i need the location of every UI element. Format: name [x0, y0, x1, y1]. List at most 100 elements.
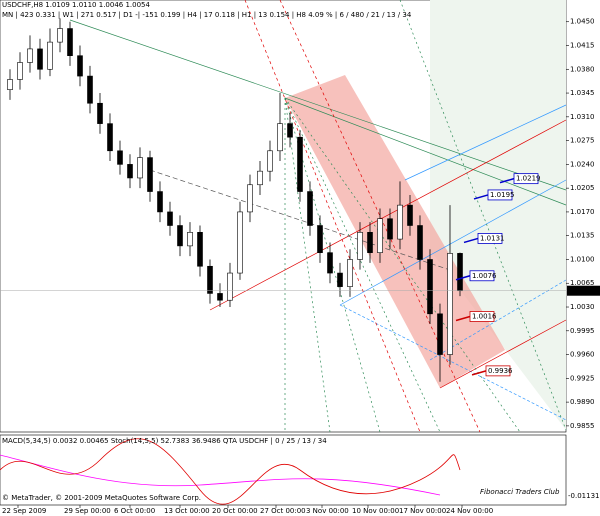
candle-body [227, 272, 233, 301]
y-tick-label: 0.9995 [570, 327, 595, 335]
chart-title: USDCHF,H8 1.0109 1.0110 1.0046 1.0054 [2, 1, 150, 9]
target-box [469, 311, 495, 322]
candle-body [247, 184, 253, 213]
candle-body [187, 232, 193, 247]
candle-body [207, 265, 213, 294]
y-tick-label: 1.0170 [570, 208, 595, 216]
x-tick-label: 10 Nov 00:00 [352, 507, 399, 515]
target-pointer [473, 194, 489, 200]
candle-body [197, 232, 203, 267]
x-tick-label: 20 Oct 00:00 [212, 507, 258, 515]
target-pointer [455, 275, 471, 281]
y-tick-label: 1.0275 [570, 137, 595, 145]
y-tick-label: 1.0380 [570, 65, 595, 73]
current-price-label: 1.0054 [570, 287, 595, 295]
candle-body [37, 48, 43, 70]
candle-body [397, 204, 403, 240]
target-label: 1.0016 [472, 313, 497, 321]
indicator-panel [0, 434, 567, 506]
x-tick-label: 22 Sep 2009 [2, 507, 46, 515]
x-tick-label: 24 Nov 00:00 [446, 507, 493, 515]
target-box [469, 270, 495, 282]
candle-body [297, 136, 303, 192]
candle-body [7, 79, 13, 90]
candle-body [377, 218, 383, 253]
candle-body [317, 225, 323, 253]
x-tick-label: 27 Oct 00:00 [260, 507, 306, 515]
candle-body [267, 150, 273, 172]
y-tick-label: 0.9925 [570, 374, 595, 382]
target-pointer [463, 237, 479, 244]
target-box [477, 233, 503, 244]
candle-body [167, 211, 173, 226]
drawing-lines [69, 0, 567, 433]
y-tick-label: 0.9890 [570, 398, 595, 406]
candle-body [327, 252, 333, 274]
y-tick-label: 0.9855 [570, 422, 595, 430]
candle-body [237, 211, 243, 274]
candle-body [27, 48, 33, 63]
candle-body [257, 170, 263, 186]
x-tick-label: 3 Nov 00:00 [306, 507, 349, 515]
candle-body [407, 204, 413, 226]
candle-body [77, 55, 83, 77]
candle-body [427, 259, 433, 315]
candle-body [457, 253, 463, 292]
candle-body [147, 157, 153, 192]
target-box [513, 173, 539, 185]
target-pointer [471, 370, 487, 376]
candle-body [217, 293, 223, 301]
current-price-box [567, 285, 600, 296]
candle-body [97, 102, 103, 124]
candle-body [117, 150, 123, 165]
candle-body [277, 123, 283, 152]
y-tick-label: 1.0100 [570, 255, 595, 263]
indicator-axis-label: -0.01131 [568, 492, 599, 500]
candle-body [437, 313, 443, 355]
candle-body [87, 75, 93, 104]
stochastic-line [0, 438, 461, 505]
candle-body [357, 232, 363, 260]
y-tick-label: 1.0450 [570, 18, 595, 26]
candle-body [127, 164, 133, 179]
candle-body [417, 225, 423, 260]
candle-body [307, 191, 313, 226]
candle-body [367, 232, 373, 253]
candle-body [447, 253, 453, 355]
indicator-title: MACD(5,34,5) 0.0032 0.00465 Stoch(14,5,5… [2, 437, 327, 445]
x-tick-label: 13 Oct 00:00 [164, 507, 210, 515]
y-tick-label: 1.0415 [570, 42, 595, 50]
y-tick-label: 1.0205 [570, 184, 595, 192]
candle-body [107, 123, 113, 152]
target-label: 1.0219 [516, 175, 541, 183]
y-tick-label: 1.0345 [570, 89, 595, 97]
candle-body [157, 191, 163, 213]
candle-body [387, 218, 393, 240]
x-tick-label: 6 Oct 00:00 [114, 507, 155, 515]
x-tick-label: 17 Nov 00:00 [399, 507, 446, 515]
copyright: © MetaTrader, © 2001-2009 MetaQuotes Sof… [2, 494, 201, 502]
target-label: 0.9936 [488, 367, 513, 375]
indicator-line [0, 454, 441, 496]
candle-body [287, 123, 293, 138]
target-label: 1.0076 [472, 272, 497, 280]
y-tick-label: 1.0310 [570, 113, 595, 121]
candle-body [337, 272, 343, 287]
candle-body [137, 157, 143, 179]
fib-fan-shade [430, 0, 566, 430]
candle-body [17, 62, 23, 80]
target-pointer [455, 315, 471, 322]
y-tick-label: 1.0030 [570, 303, 595, 311]
y-tick-label: 0.9960 [570, 351, 595, 359]
y-tick-label: 1.0135 [570, 232, 595, 240]
target-box [485, 365, 511, 377]
chart-subtitle: MN | 423 0.331 | W1 | 271 0.517 | D1 -| … [2, 11, 412, 19]
candle-body [57, 28, 63, 43]
candle-body [177, 225, 183, 247]
y-tick-label: 1.0240 [570, 160, 595, 168]
candle-body [67, 28, 73, 56]
target-label: 1.0131 [480, 234, 505, 242]
x-tick-label: 29 Sep 00:00 [64, 507, 111, 515]
candle-body [347, 259, 353, 287]
